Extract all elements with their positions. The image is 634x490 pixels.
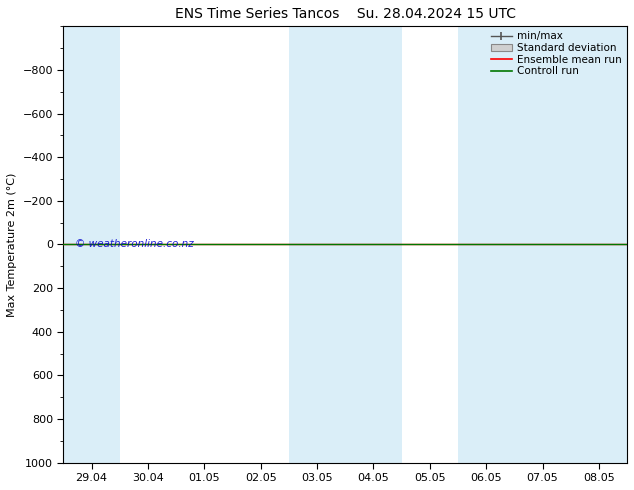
Bar <box>289 26 401 463</box>
Bar <box>63 26 120 463</box>
Title: ENS Time Series Tancos    Su. 28.04.2024 15 UTC: ENS Time Series Tancos Su. 28.04.2024 15… <box>175 7 515 21</box>
Text: © weatheronline.co.nz: © weatheronline.co.nz <box>75 240 193 249</box>
Legend: min/max, Standard deviation, Ensemble mean run, Controll run: min/max, Standard deviation, Ensemble me… <box>489 29 624 78</box>
Bar <box>458 26 627 463</box>
Y-axis label: Max Temperature 2m (°C): Max Temperature 2m (°C) <box>7 172 17 317</box>
